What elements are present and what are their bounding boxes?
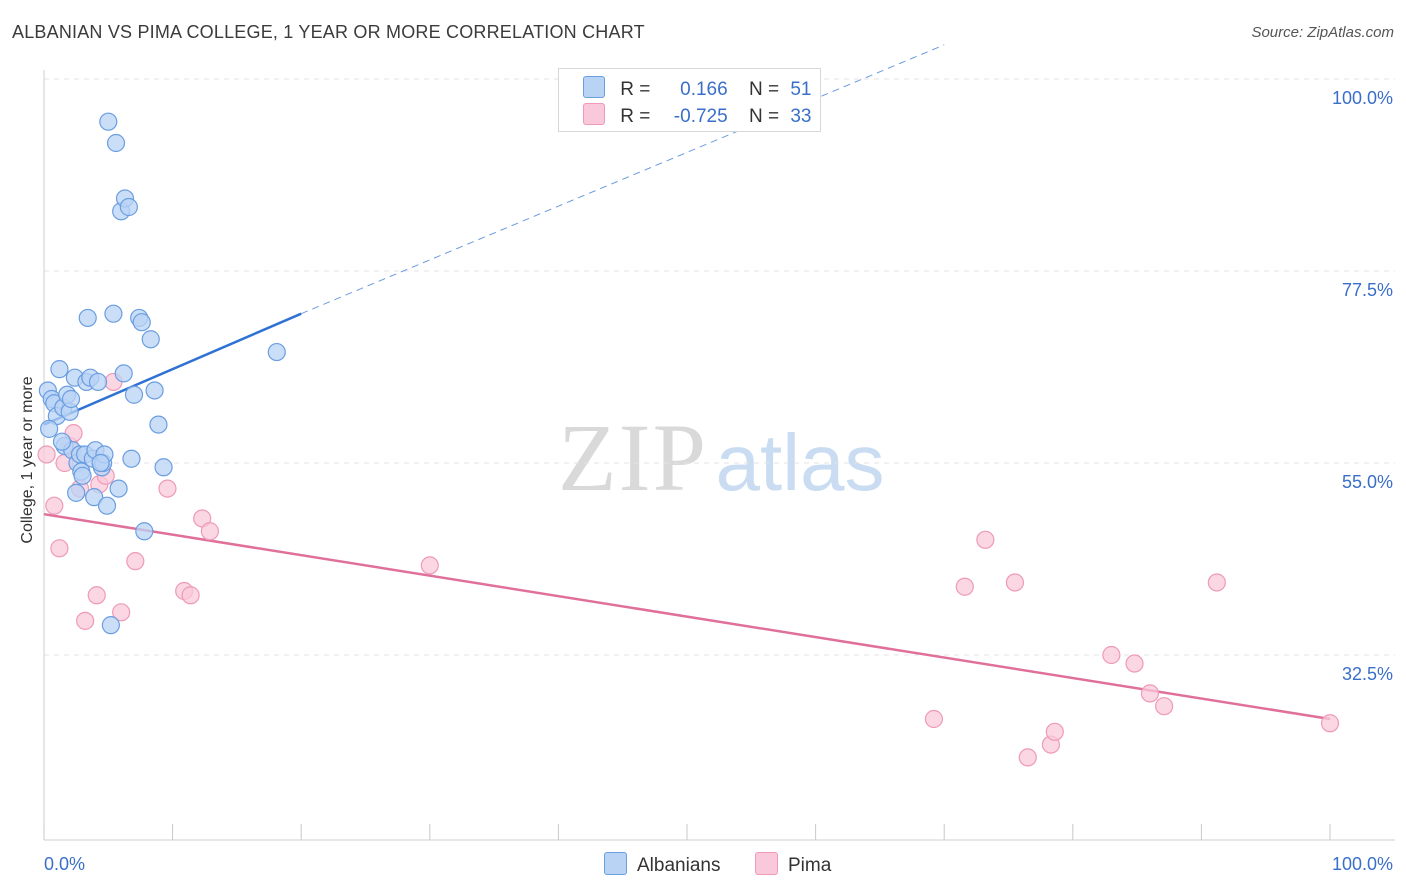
albanians-point: [104, 304, 123, 323]
pima-point: [45, 496, 64, 515]
albanians-point: [78, 308, 97, 328]
pima-point: [1102, 645, 1121, 665]
pima-point: [955, 577, 974, 596]
legend-row-pima: R = -0.725 N = 33: [583, 103, 812, 127]
pima-n-label: N =: [748, 106, 780, 127]
albanians-point: [124, 385, 144, 404]
pima-point: [50, 539, 69, 558]
bottom-legend-albanians: Albanians: [604, 852, 720, 877]
albanians-point: [109, 479, 128, 498]
albanians-point: [85, 488, 104, 507]
pima-point: [1155, 697, 1174, 716]
pima-legend-label: Pima: [788, 855, 832, 876]
albanians-point: [73, 466, 92, 485]
albanians-trend-extension: [301, 44, 945, 315]
pima-point: [87, 586, 106, 605]
y-tick-label: 100.0%: [1332, 88, 1393, 108]
albanians-point: [114, 364, 133, 383]
albanians-point: [135, 522, 154, 541]
albanians-point: [132, 313, 151, 332]
stats-legend: R = 0.166 N = 51 R = -0.725 N = 33: [558, 68, 821, 132]
albanians-point: [61, 389, 81, 409]
pima-point: [112, 603, 131, 622]
pima-point: [158, 479, 177, 498]
albanians-point: [122, 449, 141, 468]
albanians-point: [106, 133, 126, 153]
albanians-point: [97, 496, 117, 515]
albanians-n-value: 51: [790, 79, 812, 100]
pima-r-label: R =: [620, 106, 651, 127]
albanians-point: [101, 616, 120, 635]
pima-trend-line: [43, 512, 1331, 721]
albanians-trend-line: [43, 312, 302, 426]
albanians-point: [99, 112, 118, 131]
pima-point: [1320, 714, 1340, 733]
watermark-zip: ZIP: [558, 404, 708, 511]
albanians-point: [119, 197, 138, 217]
albanians-point: [67, 483, 86, 502]
albanians-point: [91, 453, 110, 473]
albanians-point: [52, 432, 72, 451]
pima-point: [76, 611, 95, 630]
chart-title: ALBANIAN VS PIMA COLLEGE, 1 YEAR OR MORE…: [12, 22, 645, 42]
albanians-swatch: [583, 76, 605, 98]
albanians-point: [149, 415, 168, 434]
albanians-point: [50, 360, 69, 379]
albanians-n-label: N =: [748, 79, 780, 100]
albanians-legend-label: Albanians: [637, 855, 721, 876]
pima-point: [976, 530, 995, 549]
legend-row-albanians: R = 0.166 N = 51: [583, 76, 812, 100]
pima-point: [200, 522, 219, 541]
albanians-point: [145, 381, 164, 400]
pima-legend-swatch: [755, 852, 778, 875]
y-tick-label: 32.5%: [1342, 664, 1393, 684]
pima-point: [1045, 722, 1064, 741]
albanians-point: [88, 372, 108, 392]
albanians-point: [154, 458, 173, 477]
y-tick-label: 55.0%: [1342, 472, 1393, 492]
pima-r-value: -0.725: [673, 106, 728, 127]
pima-point: [924, 709, 944, 729]
pima-point: [420, 556, 439, 575]
pima-n-value: 33: [790, 106, 812, 127]
pima-point: [1005, 573, 1025, 592]
pima-point: [1125, 654, 1144, 673]
albanians-point: [141, 330, 160, 349]
pima-point: [126, 552, 145, 571]
albanians-legend-swatch: [604, 852, 627, 875]
albanians-r-label: R =: [620, 79, 651, 100]
x-tick-label-max: 100.0%: [1332, 854, 1393, 874]
watermark-atlas: atlas: [716, 418, 885, 507]
x-tick-label-min: 0.0%: [44, 854, 85, 874]
pima-point: [37, 445, 56, 464]
pima-point: [1140, 684, 1160, 703]
albanians-point: [267, 342, 286, 362]
y-tick-label: 77.5%: [1342, 280, 1393, 300]
source-label: Source: ZipAtlas.com: [1251, 24, 1394, 41]
albanians-point: [40, 419, 59, 438]
pima-point: [181, 586, 200, 605]
pima-point: [1207, 573, 1226, 592]
bottom-legend-pima: Pima: [755, 852, 831, 877]
albanians-r-value: 0.166: [680, 79, 728, 100]
pima-point: [1018, 748, 1037, 767]
pima-swatch: [583, 103, 605, 125]
